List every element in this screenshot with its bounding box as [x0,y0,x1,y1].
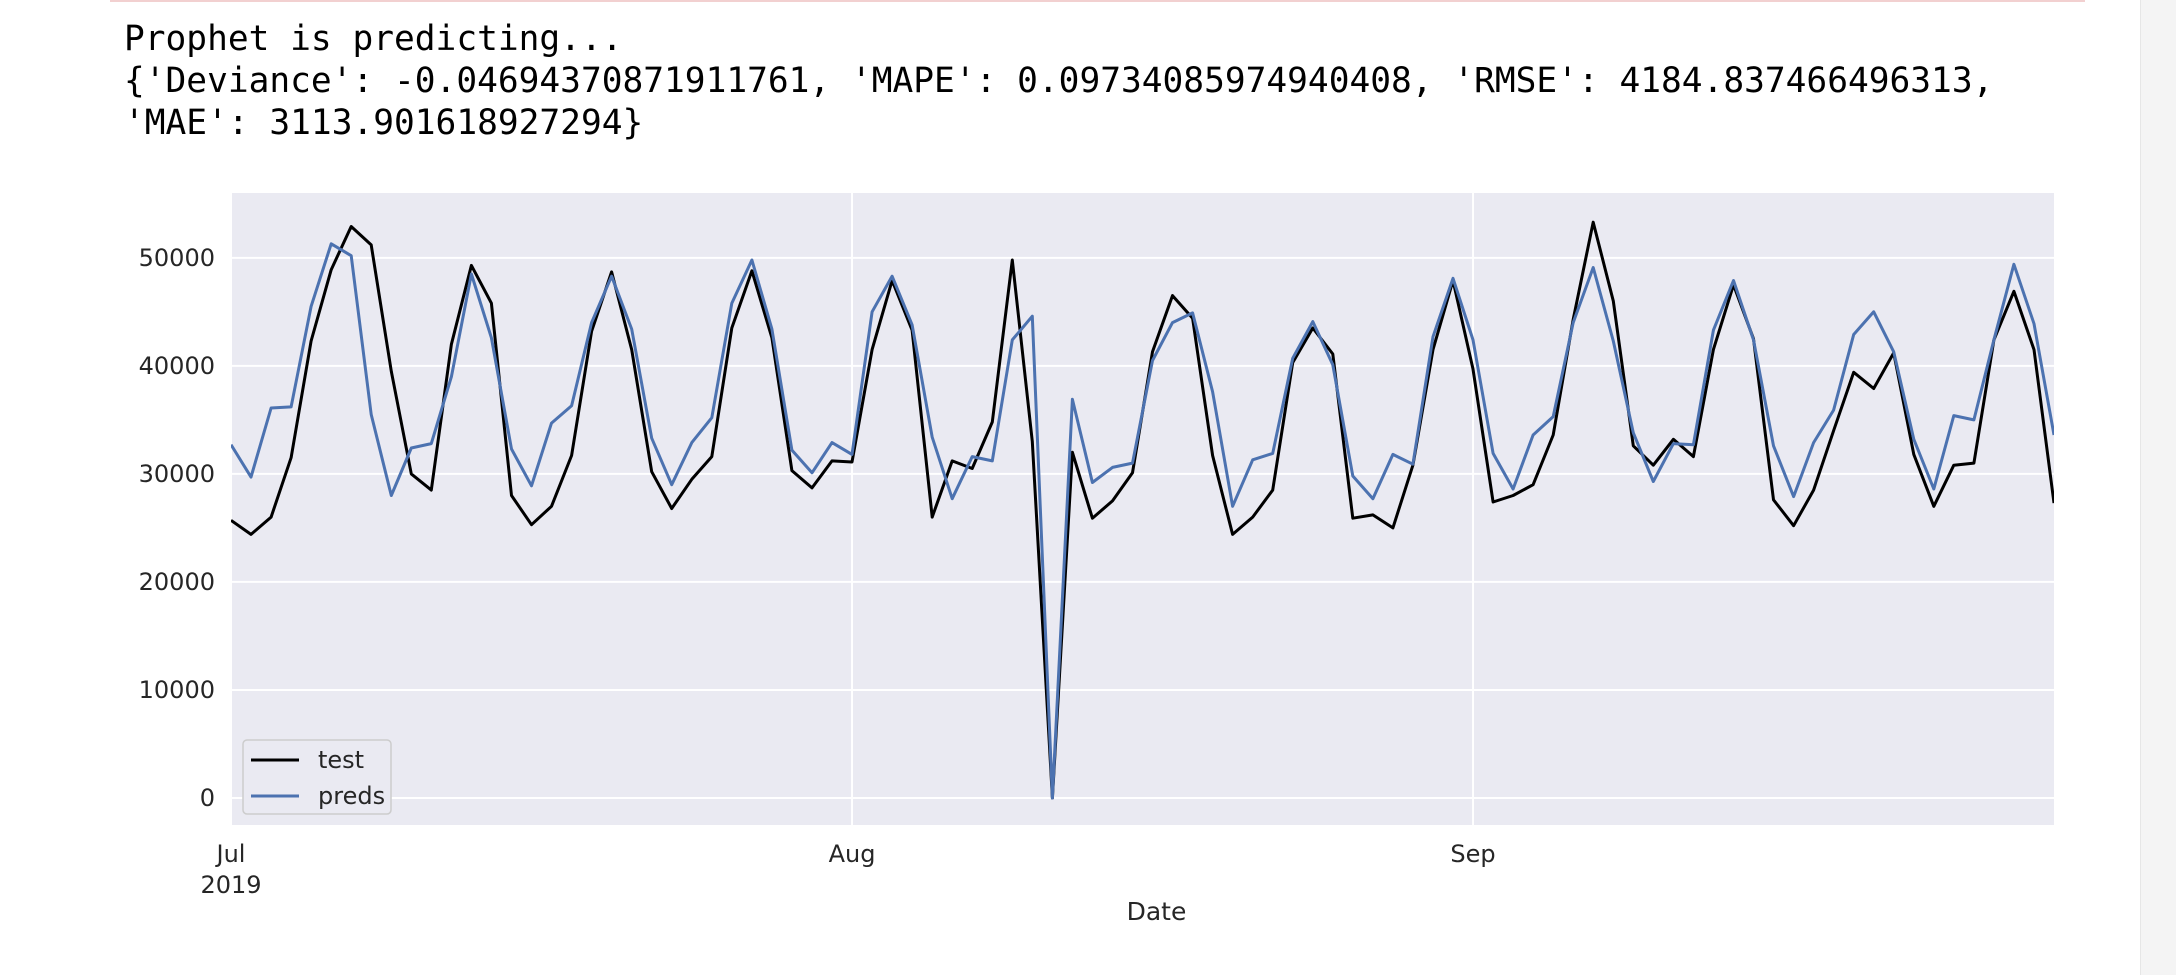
x-axis: Jul 2019 Aug Sep [200,840,1495,899]
y-axis: 0 10000 20000 30000 40000 50000 [139,244,215,812]
series-line-preds [231,242,2054,800]
x-tick-sublabel: 2019 [200,871,261,899]
plot-area [230,193,2054,825]
x-tick-label: Sep [1450,840,1495,868]
plot-background [231,193,2054,825]
legend-label-test: test [318,746,364,774]
y-tick-label: 50000 [139,244,215,272]
x-axis-label: Date [1127,897,1187,926]
y-tick-label: 40000 [139,352,215,380]
legend-label-preds: preds [318,782,385,810]
output-line-3: 'MAE': 3113.901618927294} [124,103,644,143]
output-line-1: Prophet is predicting... [124,19,623,59]
cell-output-text: Prophet is predicting... {'Deviance': -0… [124,18,1993,144]
y-tick-label: 10000 [139,676,215,704]
output-line-2: {'Deviance': -0.04694370871911761, 'MAPE… [124,61,1994,101]
line-chart: 0 10000 20000 30000 40000 50000 Jul 2019 Aug Sep… [139,193,2054,926]
y-tick-label: 20000 [139,568,215,596]
y-tick-label: 30000 [139,460,215,488]
legend: test preds [242,739,392,815]
x-tick-label: Aug [829,840,876,868]
x-tick-label: Jul [215,840,246,868]
cell-top-rule [110,0,2085,2]
y-tick-label: 0 [200,784,215,812]
scrollbar-track[interactable] [2140,0,2176,975]
